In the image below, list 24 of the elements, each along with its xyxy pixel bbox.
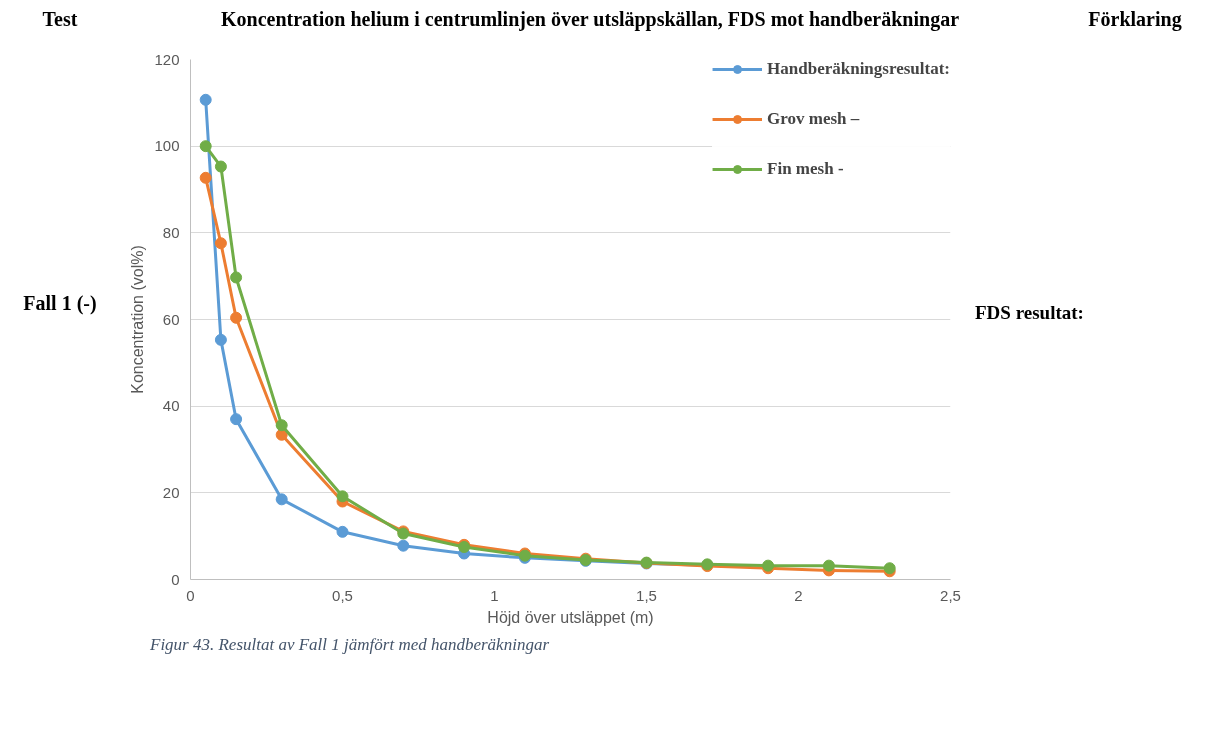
y-tick-label: 80 <box>162 223 180 241</box>
x-tick-label: 2 <box>794 586 803 604</box>
text: Test <box>42 7 78 32</box>
legend-label: Handberäkningsresultat: <box>767 58 950 79</box>
x-tick-label: 0 <box>186 586 195 604</box>
x-tick-label: 1,5 <box>636 586 657 604</box>
legend-label: Fin mesh - <box>767 158 844 179</box>
y-tick-label: 60 <box>162 310 180 328</box>
x-tick-label: 1 <box>490 586 499 604</box>
text: Förklaring <box>1088 7 1182 33</box>
y-tick-label: 0 <box>171 570 180 588</box>
text: Figur 43. Resultat av Fall 1 jämfört med handberäkningar <box>150 633 549 656</box>
text: FDS resultat: <box>975 300 1084 325</box>
x-tick-label: 2,5 <box>940 586 961 604</box>
text: Fall 1 (-) <box>23 290 97 317</box>
chart-title: Koncentration helium i centrumlinjen över utsläppskällan, FDS mot handberäkningar <box>220 7 960 33</box>
y-tick-label: 100 <box>154 136 180 154</box>
y-axis-title: Koncentration (vol%) <box>129 244 147 394</box>
y-tick-label: 20 <box>162 483 180 501</box>
y-tick-label: 40 <box>162 396 180 414</box>
legend-label: Grov mesh – <box>767 108 860 129</box>
x-axis-title: Höjd över utsläppet (m) <box>487 608 654 626</box>
y-tick-label: 120 <box>154 50 180 68</box>
x-tick-label: 0,5 <box>332 586 353 604</box>
